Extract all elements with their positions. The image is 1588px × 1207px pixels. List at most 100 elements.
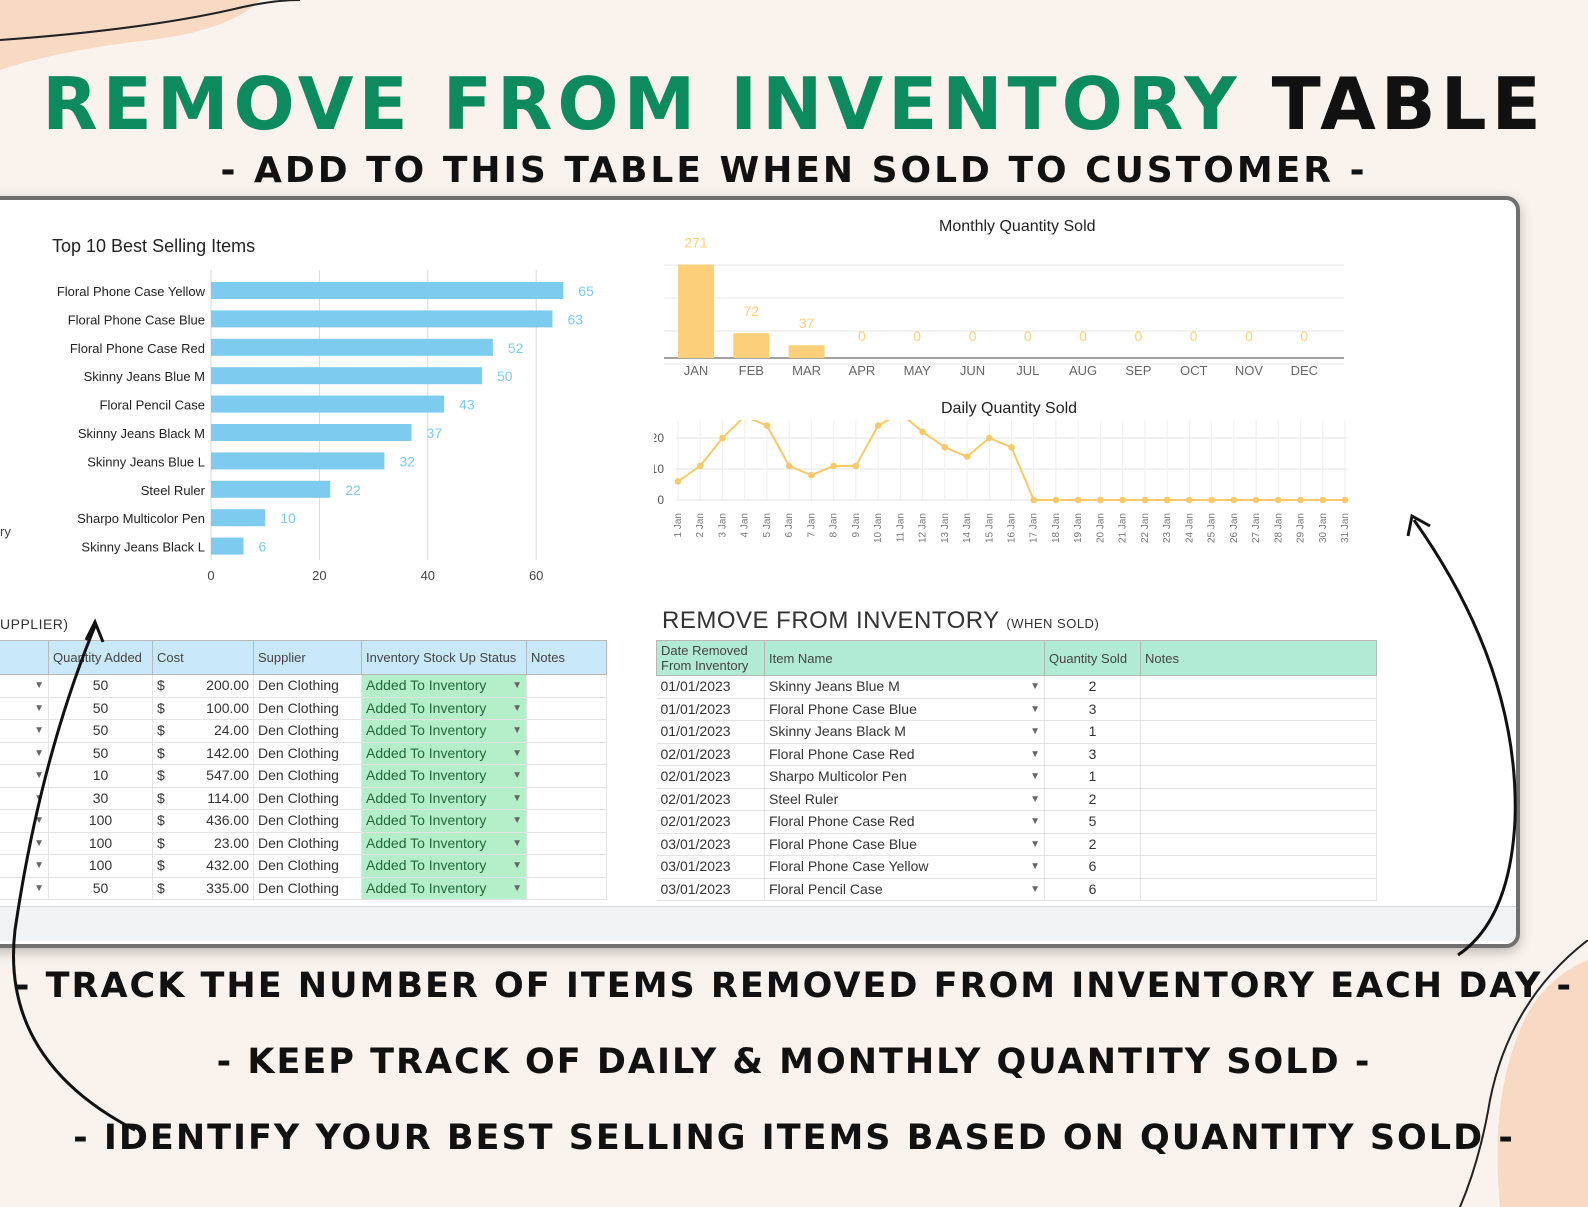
chevron-down-icon[interactable]: ▼ (1030, 726, 1040, 738)
date-removed-cell[interactable]: 01/01/2023 (656, 675, 765, 699)
chevron-down-icon[interactable]: ▼ (512, 815, 522, 827)
stock-status-dropdown[interactable]: Added To Inventory ▼ (361, 697, 527, 720)
item-name-dropdown[interactable]: Skinny Jeans Blue M ▼ (764, 675, 1045, 699)
chevron-down-icon[interactable]: ▼ (34, 680, 44, 692)
quantity-sold-cell[interactable]: 1 (1044, 765, 1141, 789)
supplier-cell[interactable]: Den Clothing (253, 697, 362, 720)
col-item-fragment[interactable] (0, 640, 49, 675)
date-removed-cell[interactable]: 02/01/2023 (656, 788, 765, 811)
cost-cell[interactable]: $436.00 (152, 809, 254, 833)
notes-cell[interactable] (526, 809, 607, 833)
item-cell[interactable]: ▼ (0, 832, 49, 855)
supplier-cell[interactable]: Den Clothing (253, 809, 362, 833)
cost-cell[interactable]: $114.00 (152, 787, 254, 810)
item-name-dropdown[interactable]: Floral Phone Case Red ▼ (764, 810, 1045, 834)
col-remove-notes[interactable]: Notes (1140, 640, 1377, 676)
chevron-down-icon[interactable]: ▼ (34, 702, 44, 714)
stock-status-dropdown[interactable]: Added To Inventory ▼ (361, 877, 527, 900)
date-removed-cell[interactable]: 01/01/2023 (656, 698, 765, 721)
chevron-down-icon[interactable]: ▼ (34, 860, 44, 872)
item-name-dropdown[interactable]: Skinny Jeans Black M ▼ (764, 720, 1045, 744)
quantity-added-cell[interactable]: 100 (48, 832, 153, 855)
chevron-down-icon[interactable]: ▼ (1030, 748, 1040, 760)
notes-cell[interactable] (526, 742, 607, 765)
stock-status-dropdown[interactable]: Added To Inventory ▼ (361, 854, 527, 878)
col-supplier[interactable]: Supplier (253, 640, 362, 675)
remove-notes-cell[interactable] (1140, 878, 1377, 901)
quantity-added-cell[interactable]: 30 (48, 787, 153, 810)
chevron-down-icon[interactable]: ▼ (512, 725, 522, 737)
item-cell[interactable]: ▼ (0, 697, 49, 720)
item-name-dropdown[interactable]: Floral Phone Case Blue ▼ (764, 698, 1045, 721)
remove-notes-cell[interactable] (1140, 788, 1377, 811)
supplier-cell[interactable]: Den Clothing (253, 674, 362, 698)
chevron-down-icon[interactable]: ▼ (512, 680, 522, 692)
item-name-dropdown[interactable]: Floral Phone Case Yellow ▼ (764, 855, 1045, 879)
cost-cell[interactable]: $432.00 (152, 854, 254, 878)
chevron-down-icon[interactable]: ▼ (1030, 816, 1040, 828)
remove-notes-cell[interactable] (1140, 833, 1377, 856)
chevron-down-icon[interactable]: ▼ (512, 882, 522, 894)
stock-status-dropdown[interactable]: Added To Inventory ▼ (361, 742, 527, 765)
item-cell[interactable]: ▼ (0, 764, 49, 788)
item-cell[interactable]: ▼ (0, 742, 49, 765)
supplier-cell[interactable]: Den Clothing (253, 742, 362, 765)
chevron-down-icon[interactable]: ▼ (1030, 681, 1040, 693)
cost-cell[interactable]: $547.00 (152, 764, 254, 788)
quantity-sold-cell[interactable]: 1 (1044, 720, 1141, 744)
remove-notes-cell[interactable] (1140, 675, 1377, 699)
quantity-sold-cell[interactable]: 2 (1044, 675, 1141, 699)
supplier-cell[interactable]: Den Clothing (253, 719, 362, 743)
quantity-sold-cell[interactable]: 5 (1044, 810, 1141, 834)
quantity-sold-cell[interactable]: 3 (1044, 698, 1141, 721)
item-name-dropdown[interactable]: Floral Pencil Case ▼ (764, 878, 1045, 901)
notes-cell[interactable] (526, 877, 607, 900)
remove-notes-cell[interactable] (1140, 855, 1377, 879)
cost-cell[interactable]: $335.00 (152, 877, 254, 900)
stock-status-dropdown[interactable]: Added To Inventory ▼ (361, 809, 527, 833)
col-stock-status[interactable]: Inventory Stock Up Status (361, 640, 527, 675)
date-removed-cell[interactable]: 02/01/2023 (656, 765, 765, 789)
chevron-down-icon[interactable]: ▼ (34, 815, 44, 827)
quantity-added-cell[interactable]: 10 (48, 764, 153, 788)
col-item-name[interactable]: Item Name (764, 640, 1045, 676)
item-cell[interactable]: ▼ (0, 877, 49, 900)
chevron-down-icon[interactable]: ▼ (34, 882, 44, 894)
notes-cell[interactable] (526, 674, 607, 698)
remove-notes-cell[interactable] (1140, 743, 1377, 766)
date-removed-cell[interactable]: 03/01/2023 (656, 855, 765, 879)
date-removed-cell[interactable]: 01/01/2023 (656, 720, 765, 744)
chevron-down-icon[interactable]: ▼ (1030, 838, 1040, 850)
quantity-added-cell[interactable]: 50 (48, 742, 153, 765)
col-cost[interactable]: Cost (152, 640, 254, 675)
chevron-down-icon[interactable]: ▼ (512, 860, 522, 872)
cost-cell[interactable]: $200.00 (152, 674, 254, 698)
notes-cell[interactable] (526, 719, 607, 743)
quantity-sold-cell[interactable]: 2 (1044, 833, 1141, 856)
chevron-down-icon[interactable]: ▼ (512, 792, 522, 804)
col-quantity-sold[interactable]: Quantity Sold (1044, 640, 1141, 676)
chevron-down-icon[interactable]: ▼ (512, 770, 522, 782)
supplier-cell[interactable]: Den Clothing (253, 832, 362, 855)
item-name-dropdown[interactable]: Sharpo Multicolor Pen ▼ (764, 765, 1045, 789)
chevron-down-icon[interactable]: ▼ (34, 837, 44, 849)
supplier-cell[interactable]: Den Clothing (253, 764, 362, 788)
chevron-down-icon[interactable]: ▼ (512, 837, 522, 849)
item-cell[interactable]: ▼ (0, 674, 49, 698)
col-quantity-added[interactable]: Quantity Added (48, 640, 153, 675)
date-removed-cell[interactable]: 03/01/2023 (656, 833, 765, 856)
quantity-added-cell[interactable]: 50 (48, 877, 153, 900)
supplier-cell[interactable]: Den Clothing (253, 787, 362, 810)
cost-cell[interactable]: $142.00 (152, 742, 254, 765)
stock-status-dropdown[interactable]: Added To Inventory ▼ (361, 719, 527, 743)
chevron-down-icon[interactable]: ▼ (34, 747, 44, 759)
date-removed-cell[interactable]: 02/01/2023 (656, 743, 765, 766)
chevron-down-icon[interactable]: ▼ (34, 725, 44, 737)
chevron-down-icon[interactable]: ▼ (1030, 793, 1040, 805)
date-removed-cell[interactable]: 02/01/2023 (656, 810, 765, 834)
chevron-down-icon[interactable]: ▼ (1030, 703, 1040, 715)
stock-status-dropdown[interactable]: Added To Inventory ▼ (361, 787, 527, 810)
remove-notes-cell[interactable] (1140, 698, 1377, 721)
quantity-added-cell[interactable]: 100 (48, 809, 153, 833)
stock-status-dropdown[interactable]: Added To Inventory ▼ (361, 832, 527, 855)
